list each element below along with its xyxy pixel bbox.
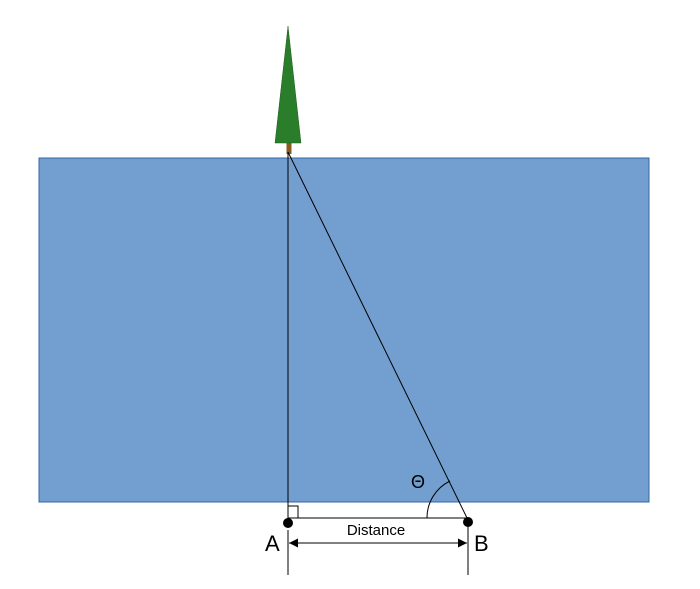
river [38,157,650,503]
point-b-label: B [474,531,489,556]
angle-label: Θ [411,472,425,492]
tree-icon [274,25,302,154]
angle-arc [426,480,451,519]
point-a-dot [283,518,293,528]
line-tree-to-b [287,151,469,521]
point-b-dot [463,517,473,527]
right-angle-marker [288,505,299,518]
distance-label: Distance [347,522,405,539]
point-a-label: A [265,531,280,556]
